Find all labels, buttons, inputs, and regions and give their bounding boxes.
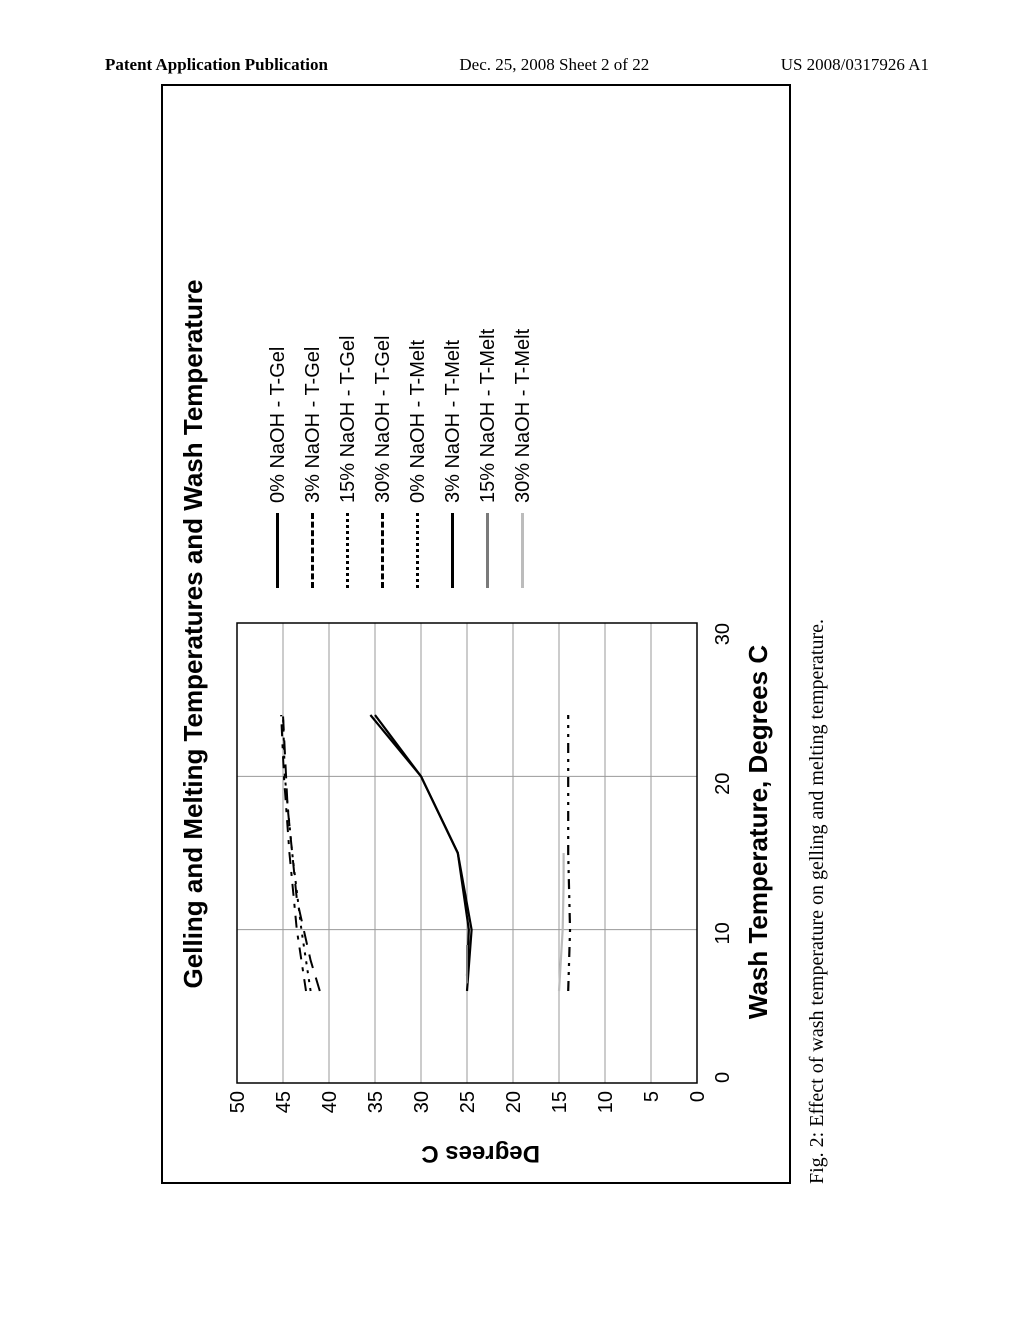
legend-item: 0% NaOH - T-Gel: [267, 329, 290, 588]
legend-item: 15% NaOH - T-Melt: [477, 329, 500, 588]
legend-label: 0% NaOH - T-Melt: [407, 340, 430, 503]
y-tick-label: 30: [411, 1091, 433, 1113]
legend-item: 30% NaOH - T-Gel: [372, 329, 395, 588]
chart-body-row: Degrees C 0 5 10 15 20 25 30 35 40 45 50 0 10 20 30 0…: [227, 101, 735, 1167]
legend-swatch: [381, 513, 386, 588]
y-tick-label: 10: [595, 1091, 617, 1113]
x-tick-label: 30: [712, 623, 735, 645]
y-tick-label: 45: [273, 1091, 295, 1113]
y-tick-label: 25: [457, 1091, 479, 1113]
legend-swatch: [416, 513, 421, 588]
legend-item: 0% NaOH - T-Melt: [407, 329, 430, 588]
series-line: [559, 853, 564, 991]
legend-label: 15% NaOH - T-Melt: [477, 329, 500, 503]
y-tick-label: 35: [365, 1091, 387, 1113]
legend-label: 3% NaOH - T-Melt: [442, 340, 465, 503]
y-tick-label: 20: [503, 1091, 525, 1113]
legend-swatch: [311, 513, 316, 588]
figure-container: Gelling and Melting Temperatures and Was…: [161, 84, 829, 1184]
series-line: [370, 715, 468, 976]
y-tick-label: 40: [319, 1091, 341, 1113]
legend: 0% NaOH - T-Gel 3% NaOH - T-Gel 15% NaOH -…: [227, 329, 735, 588]
figure-caption: Fig. 2: Effect of wash temperature on ge…: [806, 84, 829, 1184]
chart-box: Gelling and Melting Temperatures and Was…: [161, 84, 791, 1184]
y-axis-label: Degrees C: [227, 1139, 735, 1167]
header-left: Patent Application Publication: [105, 55, 328, 75]
legend-swatch: [486, 513, 491, 588]
header-center: Dec. 25, 2008 Sheet 2 of 22: [459, 55, 649, 75]
x-tick-label: 20: [712, 773, 735, 795]
legend-swatch: [346, 513, 351, 588]
legend-item: 3% NaOH - T-Gel: [302, 329, 325, 588]
legend-label: 30% NaOH - T-Melt: [512, 329, 535, 503]
legend-swatch: [451, 513, 456, 588]
y-tick-label: 0: [687, 1091, 707, 1102]
y-tick-label: 50: [227, 1091, 249, 1113]
y-tick-label: 5: [641, 1091, 663, 1102]
series-line: [568, 715, 570, 991]
x-ticks-row: 0 10 20 30: [712, 613, 735, 1133]
legend-label: 30% NaOH - T-Gel: [372, 336, 395, 503]
page-header: Patent Application Publication Dec. 25, …: [0, 55, 1024, 75]
series-line: [283, 715, 311, 991]
legend-item: 15% NaOH - T-Gel: [337, 329, 360, 588]
legend-swatch: [276, 513, 281, 588]
legend-swatch: [521, 513, 526, 588]
y-tick-label: 15: [549, 1091, 571, 1113]
legend-label: 15% NaOH - T-Gel: [337, 336, 360, 503]
legend-item: 30% NaOH - T-Melt: [512, 329, 535, 588]
plot-wrap: Degrees C 0 5 10 15 20 25 30 35 40 45 50 0 10 20 30: [227, 613, 735, 1167]
legend-label: 3% NaOH - T-Gel: [302, 347, 325, 503]
header-right: US 2008/0317926 A1: [781, 55, 929, 75]
legend-item: 3% NaOH - T-Melt: [442, 329, 465, 588]
x-axis-label: Wash Temperature, Degrees C: [743, 552, 774, 1112]
axes-column: 0 5 10 15 20 25 30 35 40 45 50 0 10 20 30: [227, 613, 735, 1133]
x-tick-label: 0: [712, 1072, 735, 1083]
legend-label: 0% NaOH - T-Gel: [267, 347, 290, 503]
x-tick-label: 10: [712, 922, 735, 944]
chart-title: Gelling and Melting Temperatures and Was…: [178, 101, 209, 1167]
chart-svg: 0 5 10 15 20 25 30 35 40 45 50: [227, 613, 707, 1133]
